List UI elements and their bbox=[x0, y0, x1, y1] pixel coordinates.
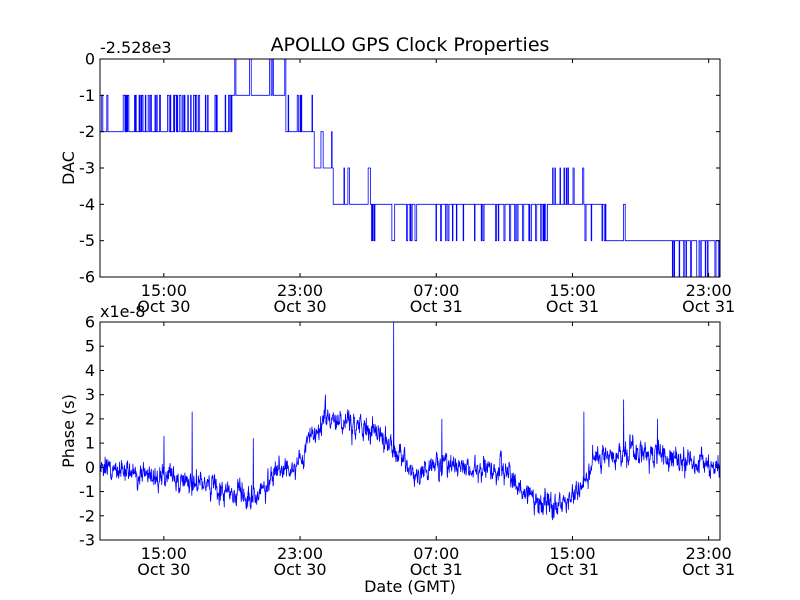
y-tick-label: 2 bbox=[85, 409, 95, 428]
y-tick-label: 6 bbox=[85, 313, 95, 332]
dac-series-line bbox=[100, 59, 720, 277]
y-tick-label: 5 bbox=[85, 337, 95, 356]
dac-offset-label: -2.528e3 bbox=[100, 38, 172, 57]
x-tick-label-date: Oct 31 bbox=[410, 560, 463, 579]
dac-axis-label: DAC bbox=[59, 151, 78, 185]
y-tick-label: -3 bbox=[79, 159, 95, 178]
x-tick-label-time: 07:00 bbox=[413, 544, 459, 563]
phase-offset-label: x1e-8 bbox=[100, 302, 145, 321]
x-tick-label-time: 23:00 bbox=[686, 281, 732, 300]
x-tick-label-time: 15:00 bbox=[141, 281, 187, 300]
y-tick-label: -5 bbox=[79, 231, 95, 250]
phase-axes-frame bbox=[99, 321, 721, 541]
y-tick-label: 0 bbox=[85, 458, 95, 477]
y-tick-label: -3 bbox=[79, 531, 95, 550]
x-tick-label-date: Oct 31 bbox=[546, 560, 599, 579]
phase-axis-label: Phase (s) bbox=[59, 394, 78, 468]
y-tick-label: -2 bbox=[79, 506, 95, 525]
x-tick-label-date: Oct 31 bbox=[546, 297, 599, 316]
y-tick-label: -6 bbox=[79, 268, 95, 287]
y-tick-label: 4 bbox=[85, 361, 95, 380]
x-tick-label-time: 23:00 bbox=[277, 544, 323, 563]
y-tick-label: -4 bbox=[79, 195, 95, 214]
y-tick-label: -1 bbox=[79, 482, 95, 501]
phase-subplot: Phase (s) Date (GMT) -3-2-1012345615:00O… bbox=[59, 302, 735, 596]
figure-title: APOLLO GPS Clock Properties bbox=[271, 34, 550, 56]
x-tick-label-time: 15:00 bbox=[141, 544, 187, 563]
x-tick-label-time: 23:00 bbox=[277, 281, 323, 300]
x-tick-label-date: Oct 31 bbox=[682, 560, 735, 579]
x-tick-label-time: 15:00 bbox=[549, 281, 595, 300]
y-tick-label: 0 bbox=[85, 50, 95, 69]
x-tick-label-date: Oct 30 bbox=[273, 297, 326, 316]
x-tick-label-time: 07:00 bbox=[413, 281, 459, 300]
y-tick-label: -2 bbox=[79, 122, 95, 141]
y-tick-label: -1 bbox=[79, 86, 95, 105]
x-tick-label-time: 15:00 bbox=[549, 544, 595, 563]
x-tick-label-time: 23:00 bbox=[686, 544, 732, 563]
x-tick-label-date: Oct 30 bbox=[137, 560, 190, 579]
x-tick-label-date: Oct 30 bbox=[137, 297, 190, 316]
phase-series-line bbox=[100, 322, 720, 521]
x-tick-label-date: Oct 31 bbox=[682, 297, 735, 316]
x-axis-label: Date (GMT) bbox=[364, 577, 456, 596]
x-tick-label-date: Oct 30 bbox=[273, 560, 326, 579]
y-tick-label: 1 bbox=[85, 434, 95, 453]
x-tick-label-date: Oct 31 bbox=[410, 297, 463, 316]
y-tick-label: 3 bbox=[85, 385, 95, 404]
